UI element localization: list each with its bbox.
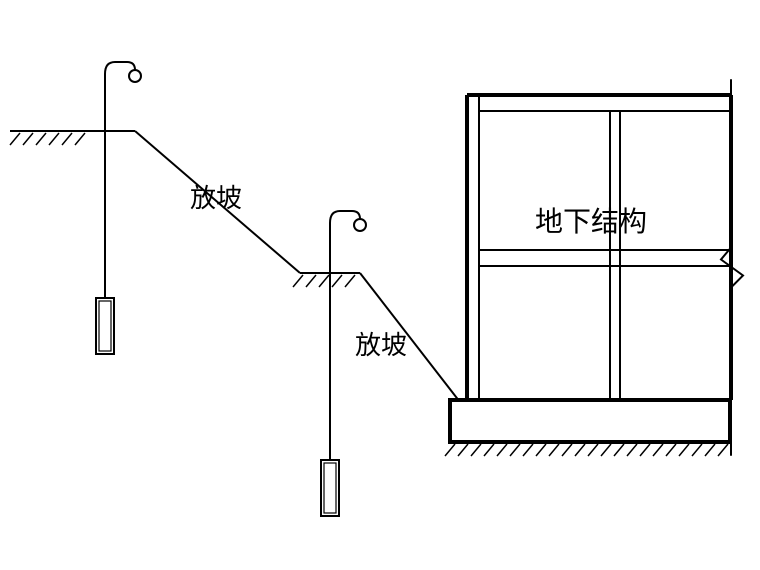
label-slope-lower: 放坡 [355,325,407,362]
label-structure: 地下结构 [535,200,647,240]
excavation-diagram [0,0,760,570]
label-slope-upper: 放坡 [190,178,242,215]
